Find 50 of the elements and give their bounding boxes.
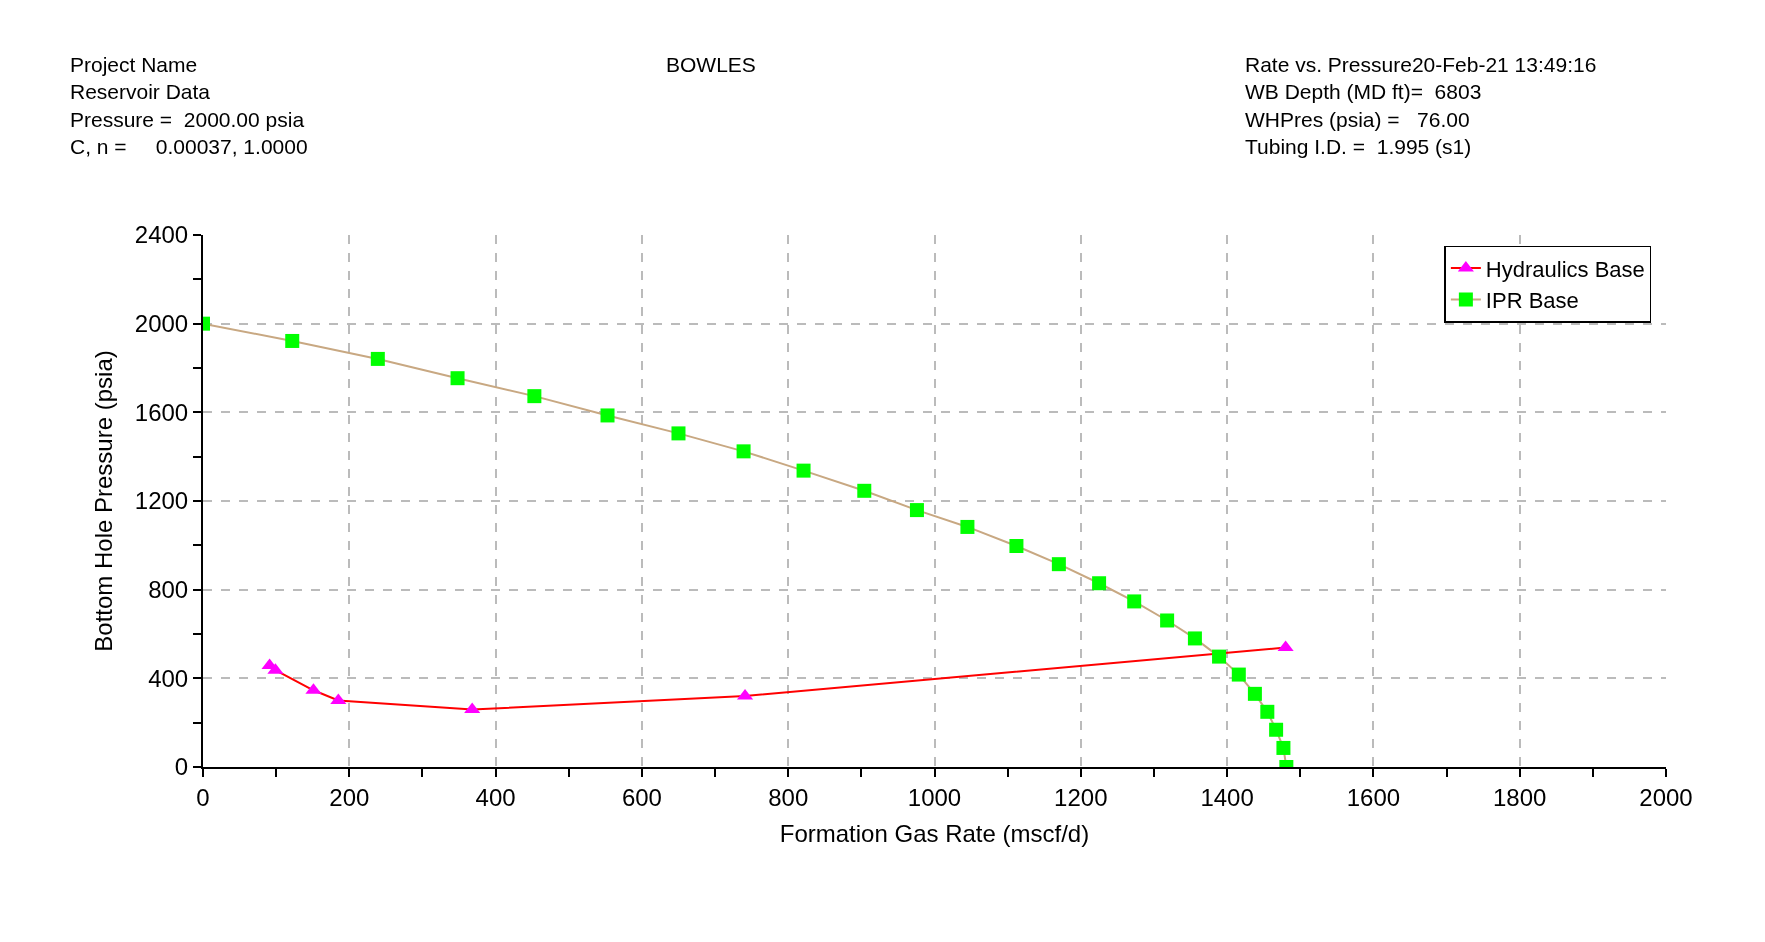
point xyxy=(370,351,385,366)
point xyxy=(1160,613,1175,628)
point xyxy=(1009,539,1024,553)
point xyxy=(1187,631,1202,646)
x-tick-label: 200 xyxy=(329,783,370,811)
point xyxy=(1127,594,1142,609)
point xyxy=(909,503,924,518)
x-tick-label: 1000 xyxy=(907,783,962,811)
point xyxy=(796,463,811,478)
point xyxy=(1231,667,1246,682)
y-tick-label: 800 xyxy=(148,576,189,604)
text: Rate vs. Pressure20-Feb-21 13:49:16 WB Depth (MD ft)= 6803 WHPres (psia) = 76.00 Tubing I.D. = 1.995 (s1) xyxy=(1245,53,1597,158)
x-tick-label: 600 xyxy=(621,783,662,811)
x-tick-label: 2000 xyxy=(1639,783,1693,811)
point xyxy=(960,519,975,534)
point xyxy=(1212,649,1227,664)
point xyxy=(1247,686,1262,701)
x-tick-label: 800 xyxy=(768,783,809,811)
x-axis-title: Formation Gas Rate (mscf/d) xyxy=(779,819,1090,847)
point xyxy=(464,702,481,714)
point xyxy=(450,371,465,386)
y-tick-label: 0 xyxy=(174,753,189,781)
y-tick-label: 1200 xyxy=(134,487,189,515)
y-tick-label: 400 xyxy=(148,664,189,692)
point xyxy=(736,444,751,459)
point xyxy=(1277,640,1294,652)
y-tick-label: 2000 xyxy=(134,310,189,338)
y-axis-title: Bottom Hole Pressure (psia) xyxy=(90,350,118,652)
point xyxy=(600,408,615,423)
point xyxy=(1276,740,1291,755)
legend-label: IPR Base xyxy=(1485,288,1579,314)
y-tick-label: 1600 xyxy=(134,398,189,426)
chart-title: BOWLES xyxy=(666,53,756,76)
legend-label: Hydraulics Base xyxy=(1485,256,1645,282)
x-tick-label: 1600 xyxy=(1346,783,1401,811)
point xyxy=(857,483,872,498)
point xyxy=(1260,704,1275,719)
point xyxy=(527,389,542,404)
x-tick-label: 0 xyxy=(196,783,210,811)
point xyxy=(1051,557,1066,572)
point xyxy=(671,426,686,441)
text: Project Name Reservoir Data Pressure = 2000.00 psia C, n = 0.00037, 1.0000 xyxy=(70,53,308,158)
x-tick-label: 400 xyxy=(475,783,516,811)
x-tick-label: 1400 xyxy=(1200,783,1254,811)
point xyxy=(285,333,300,348)
x-tick-label: 1200 xyxy=(1054,783,1108,811)
point xyxy=(1092,576,1107,591)
x-tick-label: 1800 xyxy=(1493,783,1547,811)
y-tick-label: 2400 xyxy=(134,221,189,249)
point xyxy=(1269,722,1284,737)
